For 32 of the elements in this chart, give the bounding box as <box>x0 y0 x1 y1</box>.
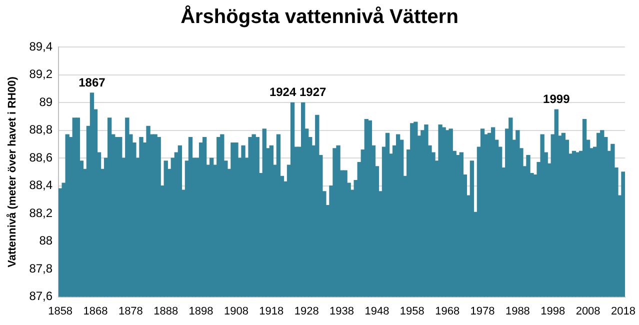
y-tick-label: 88,6 <box>29 150 53 164</box>
annotation: 1999 <box>543 92 570 106</box>
x-tick-label: 1938 <box>330 305 354 318</box>
y-tick-label: 87,8 <box>29 261 53 276</box>
y-tick-label: 89,4 <box>29 40 53 54</box>
y-axis-title: Vattennivå (meter över havet i RH00) <box>6 76 19 268</box>
x-tick-label: 1888 <box>154 305 178 318</box>
y-tick-label: 89,2 <box>29 67 53 82</box>
x-tick-label: 1998 <box>540 305 566 318</box>
y-tick-label: 88 <box>39 234 53 248</box>
x-tick-label: 1918 <box>259 305 284 318</box>
x-tick-label: 1928 <box>294 305 319 318</box>
y-tick-label: 87,6 <box>29 289 53 304</box>
x-tick-label: 1968 <box>435 305 460 318</box>
x-tick-label: 2018 <box>611 305 636 318</box>
x-tick-label: 1898 <box>188 305 214 318</box>
x-tick-label: 1988 <box>505 305 530 318</box>
x-tick-label: 1908 <box>224 305 248 318</box>
y-tick-label: 88,8 <box>29 122 53 137</box>
x-tick-label: 1868 <box>83 305 108 318</box>
x-tick-label: 1878 <box>118 305 143 318</box>
x-tick-label: 1948 <box>364 305 390 318</box>
x-tick-label: 1858 <box>48 305 73 318</box>
y-tick-label: 88,4 <box>29 178 53 192</box>
chart-title: Årshögsta vattennivå Vättern <box>180 4 460 30</box>
x-tick-label: 1958 <box>400 305 424 318</box>
annotation: 1867 <box>78 75 106 90</box>
y-tick-label: 89 <box>39 94 53 109</box>
x-tick-label: 2008 <box>576 305 600 318</box>
x-tick-label: 1978 <box>470 305 495 318</box>
annotation: 1924 1927 <box>269 84 326 99</box>
y-tick-label: 88,2 <box>29 206 53 220</box>
